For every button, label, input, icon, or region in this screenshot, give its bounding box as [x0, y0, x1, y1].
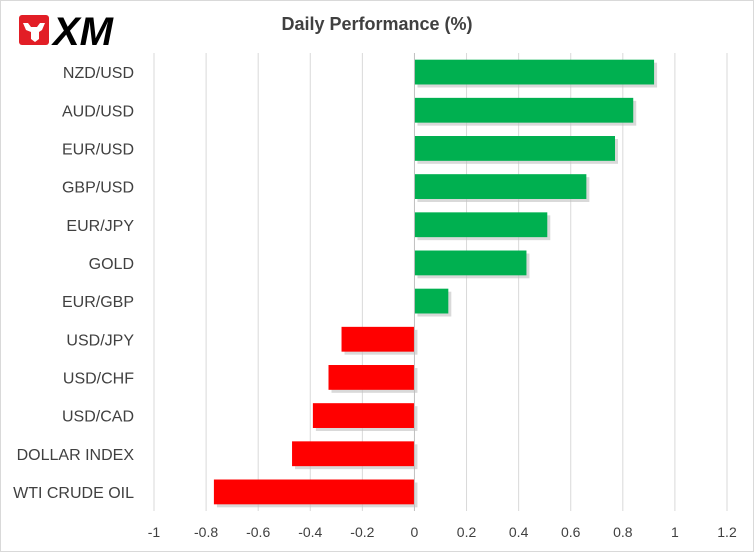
x-tick-label: -0.6 [246, 524, 270, 540]
bar [414, 250, 527, 276]
category-label: EUR/JPY [66, 218, 134, 235]
category-label: USD/CAD [62, 409, 134, 426]
bar [414, 136, 616, 161]
bar [414, 174, 587, 199]
category-label: USD/JPY [66, 332, 134, 349]
x-tick-label: -0.8 [194, 524, 218, 540]
x-tick-label: 0 [411, 524, 419, 540]
x-tick-label: -0.2 [350, 524, 374, 540]
bar [292, 441, 415, 467]
category-label: NZD/USD [63, 65, 134, 82]
x-tick-label: 0.4 [509, 524, 529, 540]
category-label: DOLLAR INDEX [17, 447, 135, 464]
x-tick-label: 1 [671, 524, 679, 540]
chart-title: Daily Performance (%) [281, 14, 472, 34]
category-label: AUD/USD [62, 103, 134, 120]
category-label: EUR/USD [62, 141, 134, 158]
bar [213, 479, 415, 505]
bar [414, 212, 548, 238]
category-label: WTI CRUDE OIL [13, 485, 134, 502]
category-label: GOLD [89, 256, 134, 273]
category-label: EUR/GBP [62, 294, 134, 311]
bar [414, 59, 655, 85]
x-tick-label: 0.8 [613, 524, 633, 540]
bars [213, 53, 658, 511]
x-tick-label: 0.6 [561, 524, 581, 540]
bar [328, 365, 415, 390]
x-tick-label: -0.4 [298, 524, 322, 540]
bar [312, 403, 415, 428]
logo-text: XM [51, 10, 115, 54]
x-tick-label: 0.2 [457, 524, 477, 540]
x-tick-label: -1 [148, 524, 161, 540]
grid-lines [153, 53, 728, 511]
category-label: GBP/USD [62, 180, 134, 197]
x-tick-label: 1.2 [717, 524, 737, 540]
category-labels: NZD/USD AUD/USD EUR/USD GBP/USD EUR/JPY GOLD E… [13, 65, 134, 502]
bull-icon [23, 23, 45, 42]
bar [341, 326, 415, 352]
xm-logo: XM [19, 10, 115, 54]
category-label: USD/CHF [63, 370, 134, 387]
bar [414, 288, 449, 314]
x-axis-tick-labels: -1 -0.8 -0.6 -0.4 -0.2 0 0.2 0.4 0.6 0.8 1 1.2 [148, 524, 737, 540]
bar [414, 97, 634, 123]
